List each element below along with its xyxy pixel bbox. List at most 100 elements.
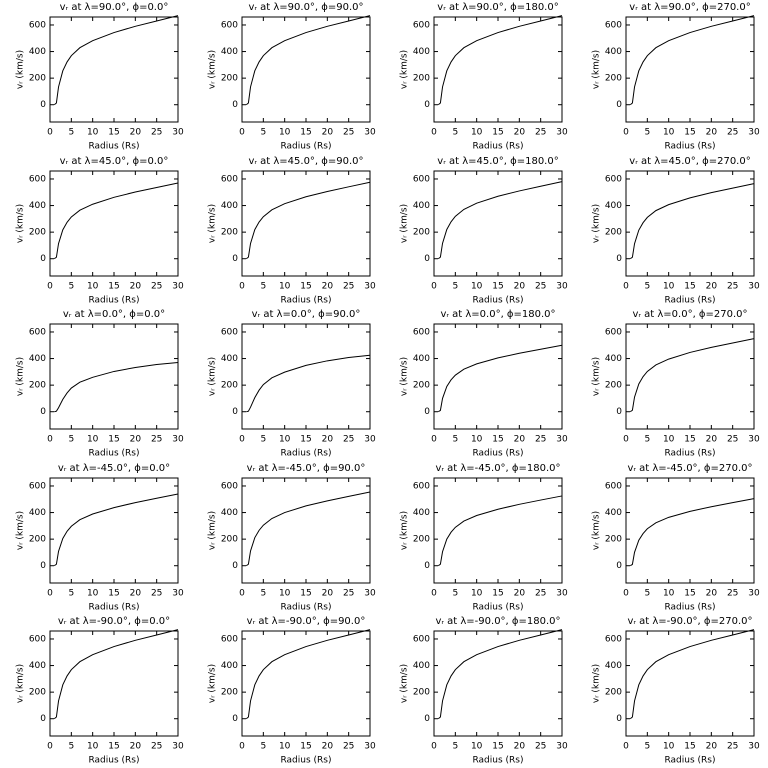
y-tick-label: 200: [221, 381, 238, 391]
x-axis-label: Radius (Rs): [664, 756, 715, 766]
x-tick-label: 15: [492, 589, 503, 599]
x-tick-label: 10: [279, 589, 291, 599]
x-tick-label: 10: [471, 128, 483, 138]
x-tick-label: 30: [172, 282, 184, 292]
x-tick-label: 10: [663, 282, 675, 292]
x-tick-label: 20: [706, 435, 718, 445]
x-tick-label: 20: [130, 742, 142, 752]
x-tick-label: 20: [322, 435, 334, 445]
data-line: [629, 183, 755, 260]
x-axis-label: Radius (Rs): [280, 603, 331, 613]
data-line: [245, 491, 371, 567]
y-tick-label: 200: [413, 688, 430, 698]
y-tick-label: 200: [221, 535, 238, 545]
x-axis-label: Radius (Rs): [88, 142, 139, 152]
chart-title: vᵣ at λ=0.0°, ϕ=270.0°: [632, 309, 747, 320]
x-tick-label: 15: [108, 282, 119, 292]
plot-frame: [625, 170, 755, 277]
x-tick-label: 0: [431, 589, 437, 599]
x-tick-label: 5: [644, 435, 650, 445]
x-tick-label: 30: [748, 282, 760, 292]
x-tick-label: 25: [343, 435, 354, 445]
y-tick-label: 400: [29, 354, 46, 364]
x-tick-label: 10: [87, 742, 99, 752]
x-tick-label: 20: [514, 128, 526, 138]
y-tick-label: 0: [616, 100, 622, 110]
y-axis-label: vᵣ (km/s): [208, 664, 218, 703]
data-line: [630, 498, 755, 567]
y-tick-label: 600: [29, 174, 46, 184]
y-axis-label: vᵣ (km/s): [592, 357, 602, 396]
x-tick-label: 20: [514, 435, 526, 445]
x-axis-label: Radius (Rs): [664, 296, 715, 306]
data-line: [53, 15, 179, 106]
x-tick-label: 30: [364, 589, 376, 599]
x-axis-label: Radius (Rs): [472, 603, 523, 613]
x-tick-label: 15: [684, 589, 695, 599]
x-axis-label: Radius (Rs): [472, 142, 523, 152]
x-tick-label: 0: [431, 742, 437, 752]
chart-title: vᵣ at λ=0.0°, ϕ=90.0°: [252, 309, 361, 320]
chart-title: vᵣ at λ=-45.0°, ϕ=90.0°: [247, 463, 366, 474]
y-tick-label: 200: [605, 228, 622, 238]
x-tick-label: 30: [364, 742, 376, 752]
x-tick-label: 5: [452, 742, 458, 752]
chart-title: vᵣ at λ=90.0°, ϕ=0.0°: [60, 2, 169, 13]
x-axis-label: Radius (Rs): [472, 296, 523, 306]
x-tick-label: 30: [556, 589, 568, 599]
x-tick-label: 0: [431, 435, 437, 445]
x-tick-label: 20: [514, 282, 526, 292]
x-tick-label: 20: [706, 282, 718, 292]
y-tick-label: 0: [40, 254, 46, 264]
x-axis-label: Radius (Rs): [88, 756, 139, 766]
x-tick-label: 25: [343, 742, 354, 752]
chart-title: vᵣ at λ=-45.0°, ϕ=0.0°: [58, 463, 170, 474]
y-tick-label: 200: [29, 688, 46, 698]
x-tick-label: 5: [260, 128, 266, 138]
panel: vᵣ at λ=-90.0°, ϕ=270.0° Radius (Rs) vᵣ (k…: [592, 616, 760, 766]
x-tick-label: 5: [68, 589, 74, 599]
x-tick-label: 5: [452, 128, 458, 138]
chart-title: vᵣ at λ=45.0°, ϕ=0.0°: [60, 156, 169, 167]
x-tick-label: 30: [364, 128, 376, 138]
y-tick-label: 200: [413, 228, 430, 238]
x-tick-label: 25: [343, 589, 354, 599]
panel: vᵣ at λ=90.0°, ϕ=90.0° Radius (Rs) vᵣ (km/…: [208, 2, 376, 152]
x-tick-label: 0: [623, 282, 629, 292]
y-tick-label: 600: [221, 634, 238, 644]
plot-frame: [49, 323, 179, 430]
panel: vᵣ at λ=0.0°, ϕ=180.0° Radius (Rs) vᵣ (km/…: [400, 309, 568, 459]
y-tick-label: 600: [413, 174, 430, 184]
panel: vᵣ at λ=0.0°, ϕ=270.0° Radius (Rs) vᵣ (km/…: [592, 309, 760, 459]
panel: vᵣ at λ=90.0°, ϕ=270.0° Radius (Rs) vᵣ (km…: [592, 2, 760, 152]
panel: vᵣ at λ=-90.0°, ϕ=0.0° Radius (Rs) vᵣ (km/…: [16, 616, 184, 766]
y-tick-label: 0: [616, 407, 622, 417]
data-line: [53, 629, 179, 720]
y-tick-label: 200: [413, 381, 430, 391]
y-tick-label: 0: [232, 100, 238, 110]
x-tick-label: 20: [322, 589, 334, 599]
plot-frame: [241, 323, 371, 430]
data-line: [629, 15, 755, 106]
y-tick-label: 0: [232, 254, 238, 264]
x-tick-label: 25: [727, 282, 738, 292]
y-axis-label: vᵣ (km/s): [400, 511, 410, 550]
y-tick-label: 400: [221, 201, 238, 211]
y-axis-label: vᵣ (km/s): [400, 204, 410, 243]
chart-title: vᵣ at λ=45.0°, ϕ=270.0°: [629, 156, 750, 167]
x-tick-label: 0: [239, 128, 245, 138]
x-tick-label: 5: [452, 589, 458, 599]
x-tick-label: 20: [514, 589, 526, 599]
y-axis-label: vᵣ (km/s): [208, 50, 218, 89]
x-axis-label: Radius (Rs): [472, 756, 523, 766]
x-tick-label: 0: [623, 742, 629, 752]
x-tick-label: 10: [663, 742, 675, 752]
y-tick-label: 400: [413, 661, 430, 671]
data-line: [245, 629, 371, 720]
y-tick-label: 0: [424, 407, 430, 417]
y-axis-label: vᵣ (km/s): [16, 511, 26, 550]
y-tick-label: 600: [221, 481, 238, 491]
y-tick-label: 600: [29, 327, 46, 337]
y-axis-label: vᵣ (km/s): [16, 664, 26, 703]
y-tick-label: 600: [221, 327, 238, 337]
